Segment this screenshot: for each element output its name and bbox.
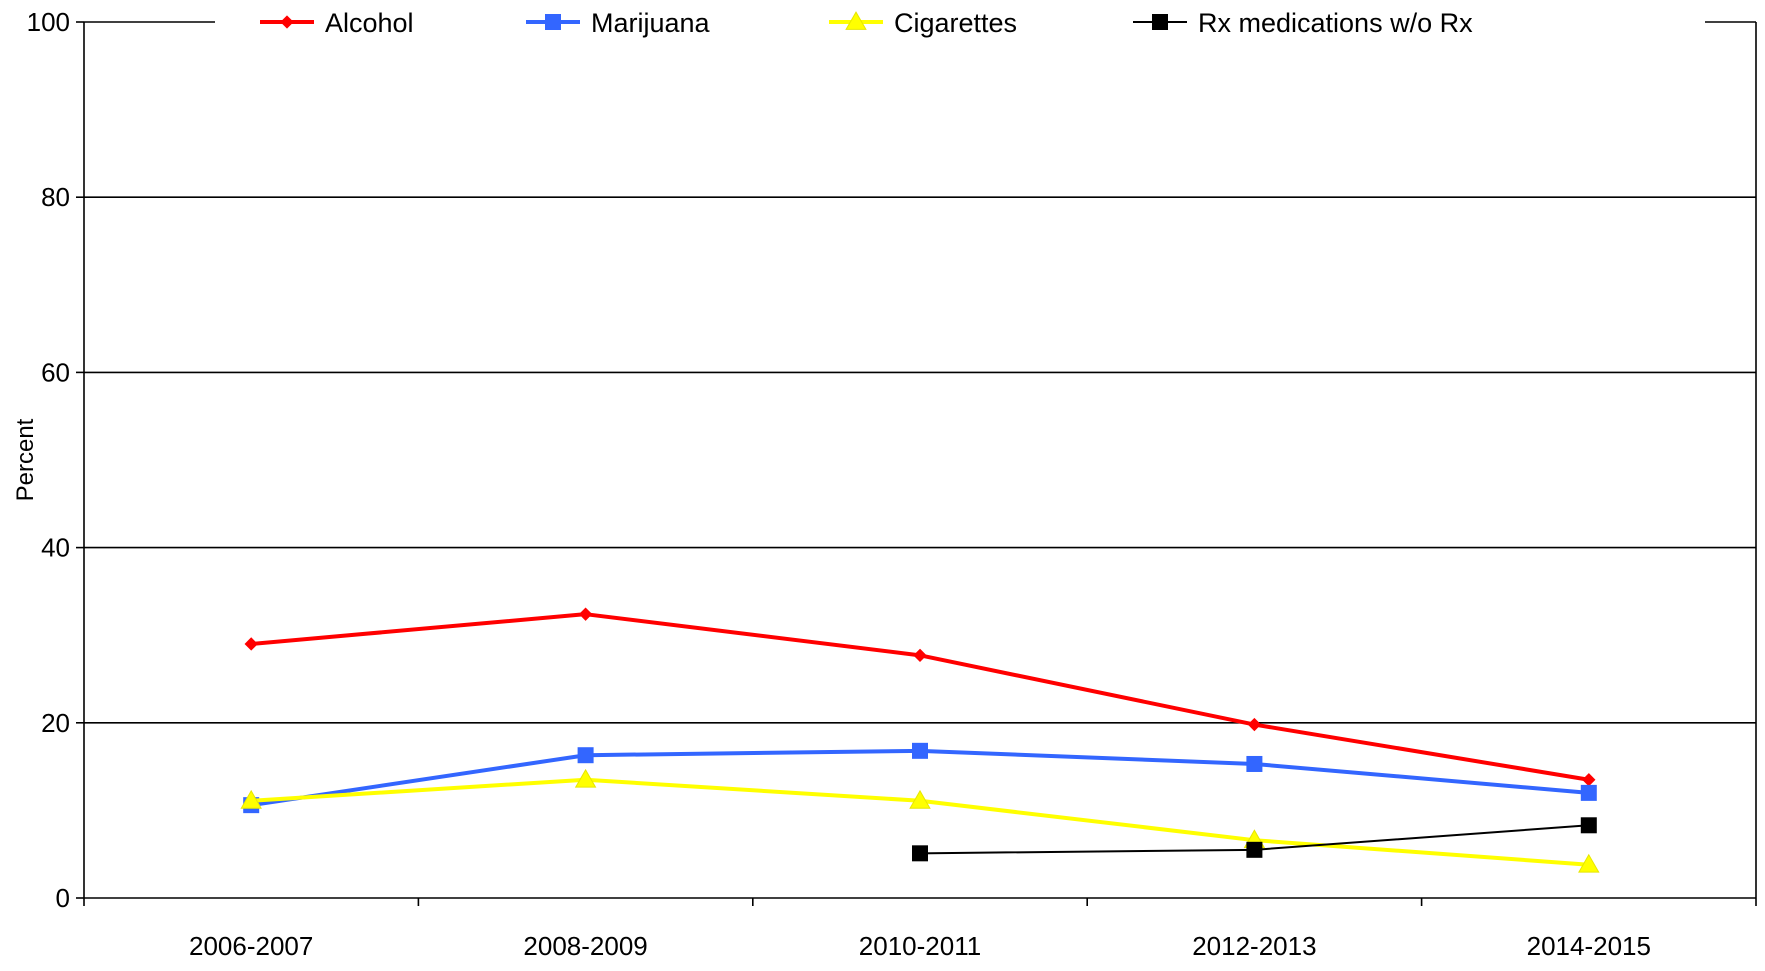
data-point (1247, 717, 1262, 732)
data-point (244, 637, 258, 651)
data-point (913, 648, 927, 663)
legend-label: Rx medications w/o Rx (1198, 8, 1473, 38)
legend-marker (1152, 14, 1168, 30)
y-tick-label: 80 (41, 182, 70, 212)
legend-entry: Rx medications w/o Rx (1133, 8, 1473, 38)
x-tick-label: 2008-2009 (523, 931, 647, 961)
data-point (1580, 784, 1597, 801)
data-point (1246, 841, 1263, 858)
y-tick-label: 40 (41, 533, 70, 563)
legend-entry: Cigarettes (829, 8, 1017, 38)
legend-marker (545, 14, 561, 30)
legend-marker (845, 11, 867, 30)
legend-marker (280, 15, 294, 29)
series-alcohol (244, 607, 1596, 787)
data-point (909, 789, 931, 809)
y-tick-label: 60 (41, 357, 70, 387)
legend-label: Alcohol (325, 8, 414, 38)
legend: Alcohol Marijuana Cigarettes Rx medications… (260, 8, 1473, 38)
gridlines (84, 21, 1756, 724)
series-layer (240, 607, 1600, 873)
y-tick-label: 100 (27, 7, 70, 37)
data-point (240, 789, 262, 809)
y-axis-label: Percent (12, 418, 39, 501)
x-tick-label: 2014-2015 (1527, 931, 1651, 961)
data-point (912, 742, 928, 759)
series-rx-medications-w-o-rx (912, 817, 1597, 862)
y-tick-label: 20 (41, 708, 70, 738)
data-point (1580, 817, 1597, 834)
data-point (1578, 853, 1600, 873)
series-marijuana (243, 742, 1597, 814)
legend-entry: Alcohol (260, 8, 414, 38)
data-point (574, 768, 597, 788)
data-point (1582, 773, 1596, 787)
data-point (912, 845, 928, 862)
legend-entry: Marijuana (526, 8, 711, 38)
axes: 0 20 40 60 80 100 2006-2007 2008-2009 2010-2011 2… (27, 7, 1757, 961)
legend-label: Marijuana (591, 8, 711, 38)
y-tick-label: 0 (56, 883, 70, 913)
x-tick-label: 2006-2007 (189, 931, 313, 961)
data-point (1246, 755, 1263, 772)
data-point (577, 747, 594, 764)
x-tick-label: 2010-2011 (859, 931, 981, 961)
legend-label: Cigarettes (894, 8, 1017, 38)
x-tick-label: 2012-2013 (1192, 931, 1316, 961)
data-point (578, 607, 593, 621)
